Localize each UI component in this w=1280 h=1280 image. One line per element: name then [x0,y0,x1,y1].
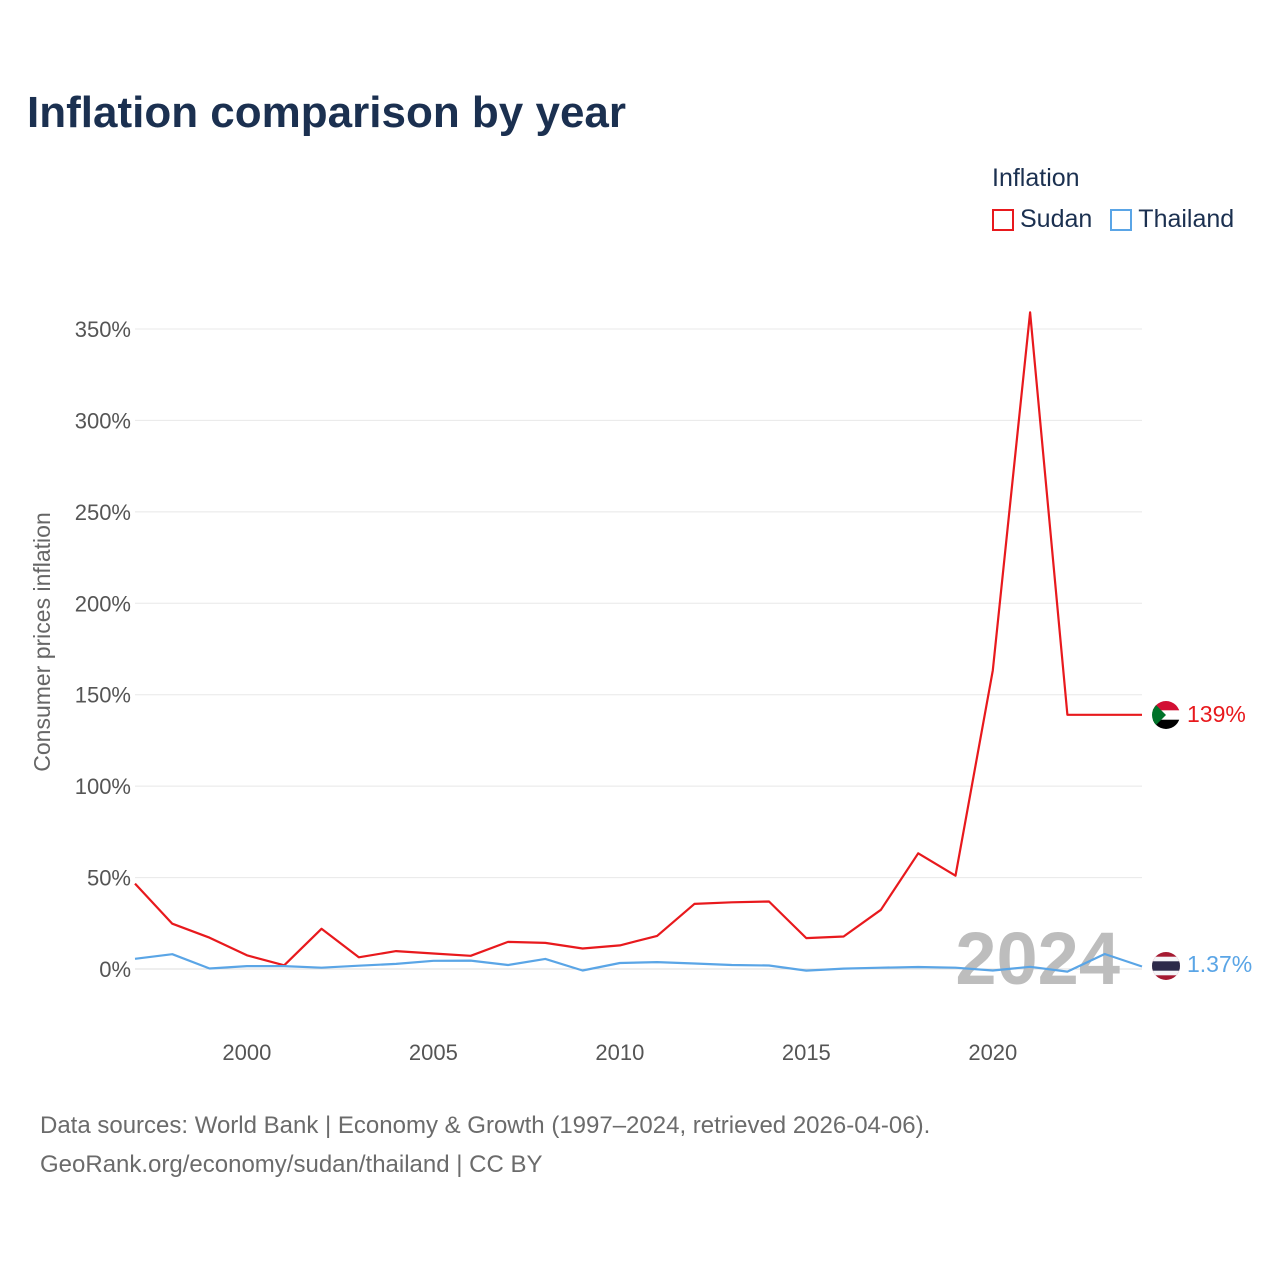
footer-sources: Data sources: World Bank | Economy & Gro… [40,1112,931,1139]
line-chart: 0%50%100%150%200%250%300%350% 2000 2005 20… [29,311,1252,1065]
legend-item-thailand[interactable]: Thailand [1110,205,1234,234]
y-axis-label: Consumer prices inflation [29,512,55,772]
y-tick-label: 250% [75,500,131,525]
year-watermark: 2024 [955,917,1120,1000]
y-tick-label: 150% [75,683,131,708]
y-tick-label: 350% [75,317,131,342]
footer-link: GeoRank.org/economy/sudan/thailand | CC … [40,1151,543,1178]
y-tick-label: 100% [75,774,131,799]
legend-title: Inflation [992,164,1080,192]
x-tick-label: 2010 [595,1040,644,1065]
x-tick-label: 2015 [782,1040,831,1065]
legend-item-sudan[interactable]: Sudan [992,205,1092,234]
y-tick-label: 50% [87,866,131,891]
series-line-sudan [134,311,1142,967]
legend-label-sudan: Sudan [1020,205,1093,233]
y-axis-ticks: 0% 50% 100% 150% 200% 250% 300% 350% [75,317,131,982]
x-tick-label: 2020 [968,1040,1017,1065]
end-label-sudan: 139% [1187,701,1246,727]
x-tick-label: 2005 [409,1040,458,1065]
sudan-flag-icon [1152,701,1180,729]
end-label-thailand: 1.37% [1187,951,1252,977]
x-axis-ticks: 2000 2005 2010 2015 2020 [222,1040,1017,1065]
x-tick-label: 2000 [222,1040,271,1065]
y-tick-label: 0% [99,957,131,982]
legend-swatch-thailand [1110,208,1133,231]
footer: Data sources: World Bank | Economy & Gro… [40,1106,930,1184]
y-tick-label: 300% [75,408,131,433]
thailand-flag-icon [1152,952,1180,980]
legend-label-thailand: Thailand [1138,205,1235,233]
chart-title: Inflation comparison by year [27,88,627,137]
series-line-thailand [134,952,1143,973]
y-tick-label: 200% [75,591,131,616]
legend-swatch-sudan [992,208,1014,231]
gridlines [135,328,1142,970]
legend: Inflation Sudan Thailand [992,164,1234,234]
series-lines [134,311,1143,973]
